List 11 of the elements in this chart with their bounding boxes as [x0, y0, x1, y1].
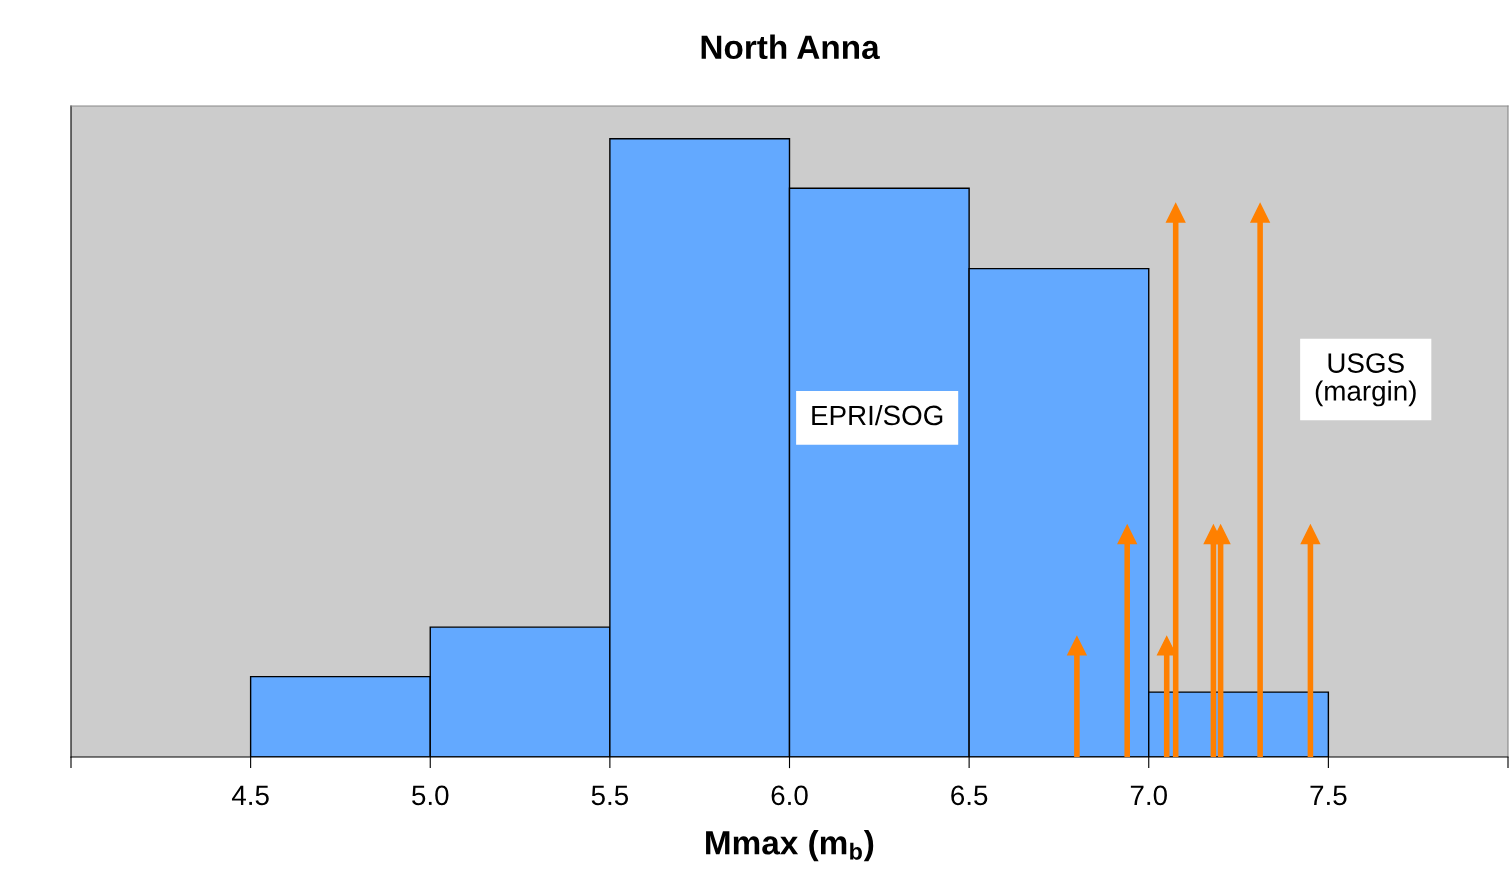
x-tick-label: 6.0	[771, 785, 808, 806]
chart-title: North Anna	[701, 34, 880, 60]
x-tick-label: 4.5	[231, 785, 269, 806]
x-tick-label: 6.5	[951, 785, 988, 806]
annotation: USGS (margin)	[1315, 353, 1416, 407]
x-axis-title: Mmax (m$_{b}$)	[706, 830, 874, 862]
annotation: EPRI/SOG	[812, 404, 943, 426]
x-tick-label: 5.5	[591, 785, 629, 806]
x-tick-label: 5.0	[412, 785, 449, 806]
x-tick-label: 7.0	[1130, 785, 1167, 806]
x-tick-label: 7.5	[1310, 785, 1347, 806]
